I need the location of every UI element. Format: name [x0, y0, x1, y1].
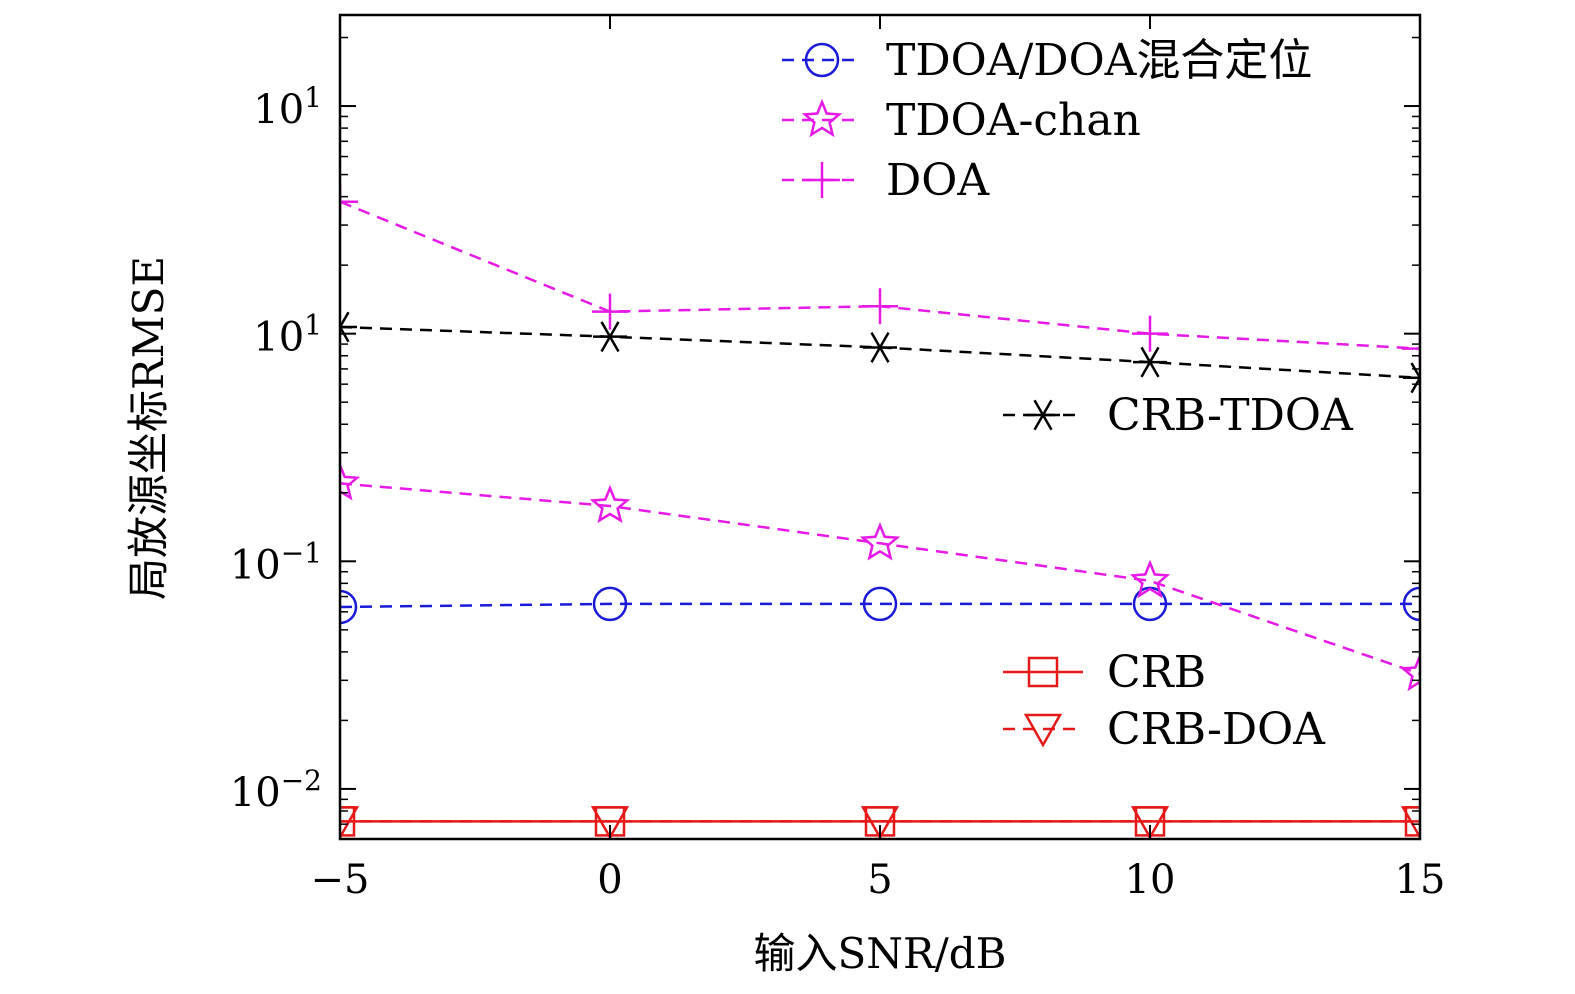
x-tick-label-3: 10 [1125, 857, 1176, 903]
series-2-point-0 [340, 183, 358, 220]
x-tick-label-1: 0 [597, 857, 622, 903]
legend-label-5: CRB-DOA [1107, 704, 1326, 755]
series-5-point-0 [340, 806, 360, 839]
series-5-point-1 [590, 806, 630, 839]
legend-marker-1 [801, 98, 843, 138]
y-tick-label-2: 10−1 [230, 536, 322, 588]
series-0-line [340, 602, 1420, 609]
series-3-point-0-b [340, 324, 350, 343]
series-1-line [340, 482, 1420, 676]
series-3-point-1-c [600, 321, 620, 353]
series-3-point-3 [1133, 346, 1167, 378]
series-3-point-4 [1403, 362, 1420, 394]
series-3-point-2 [863, 332, 897, 363]
legend-label-1: TDOA-chan [886, 95, 1141, 146]
series-3-point-2-c [870, 332, 890, 363]
series-3-point-1 [593, 321, 627, 353]
series-2-point-2 [862, 288, 898, 325]
series-1-point-0 [340, 462, 361, 501]
series-4-point-0 [340, 806, 356, 837]
series-0-point-4 [1402, 586, 1420, 622]
series-3-point-0 [340, 311, 357, 343]
x-tick-label-0: −5 [311, 857, 370, 903]
series-5-point-2 [860, 806, 900, 839]
legend-marker-0 [804, 42, 840, 78]
x-tick-label-4: 15 [1395, 857, 1446, 903]
legend-marker-4 [1027, 656, 1059, 688]
x-axis-label: 输入SNR/dB [753, 929, 1006, 978]
series-3-point-3-c [1140, 346, 1160, 378]
y-tick-label-0: 101 [253, 81, 322, 133]
x-tick-label-2: 5 [867, 857, 892, 903]
ticks-layer: −5 0 5 10 15 101 101 10−1 10−2 [230, 15, 1446, 903]
series-2-point-3 [1132, 315, 1168, 352]
series-1-point-3 [1129, 559, 1171, 599]
series-5-point-4 [1400, 806, 1420, 839]
y-tick-label-1: 101 [253, 309, 322, 361]
y-tick-label-3: 10−2 [230, 764, 322, 816]
legend-marker-5 [1023, 713, 1063, 748]
series-2-point-1 [592, 293, 628, 330]
series-0-point-2 [862, 586, 898, 622]
series-2-point-4 [1402, 330, 1420, 367]
series-layer [340, 183, 1420, 839]
series-3-line [340, 325, 1420, 380]
legend-marker-3 [1026, 399, 1060, 431]
legend-label-3: CRB-TDOA [1107, 390, 1354, 441]
legend-label-2: DOA [886, 155, 990, 206]
series-3-point-4-b [1410, 362, 1420, 381]
series-1-point-4 [1399, 652, 1420, 692]
y-axis-label: 局放源坐标RMSE [124, 256, 173, 600]
series-2-line [340, 200, 1420, 350]
series-3-point-4-c [1410, 375, 1420, 394]
legend-marker-2 [804, 162, 840, 198]
series-1-point-2 [859, 521, 901, 561]
series-0-point-1 [592, 586, 628, 622]
legend-marker-3-c [1033, 399, 1053, 431]
series-0-point-0 [340, 589, 358, 625]
series-5-point-3 [1130, 806, 1170, 839]
legend-layer: TDOA/DOA混合定位 TDOA-chan DOA CRB-TDOA CRB CRB-D… [782, 35, 1354, 755]
legend-label-0: TDOA/DOA混合定位 [886, 35, 1312, 86]
series-3-point-0-c [340, 311, 350, 330]
series-1-point-1 [589, 484, 631, 524]
legend-label-4: CRB [1107, 647, 1206, 698]
